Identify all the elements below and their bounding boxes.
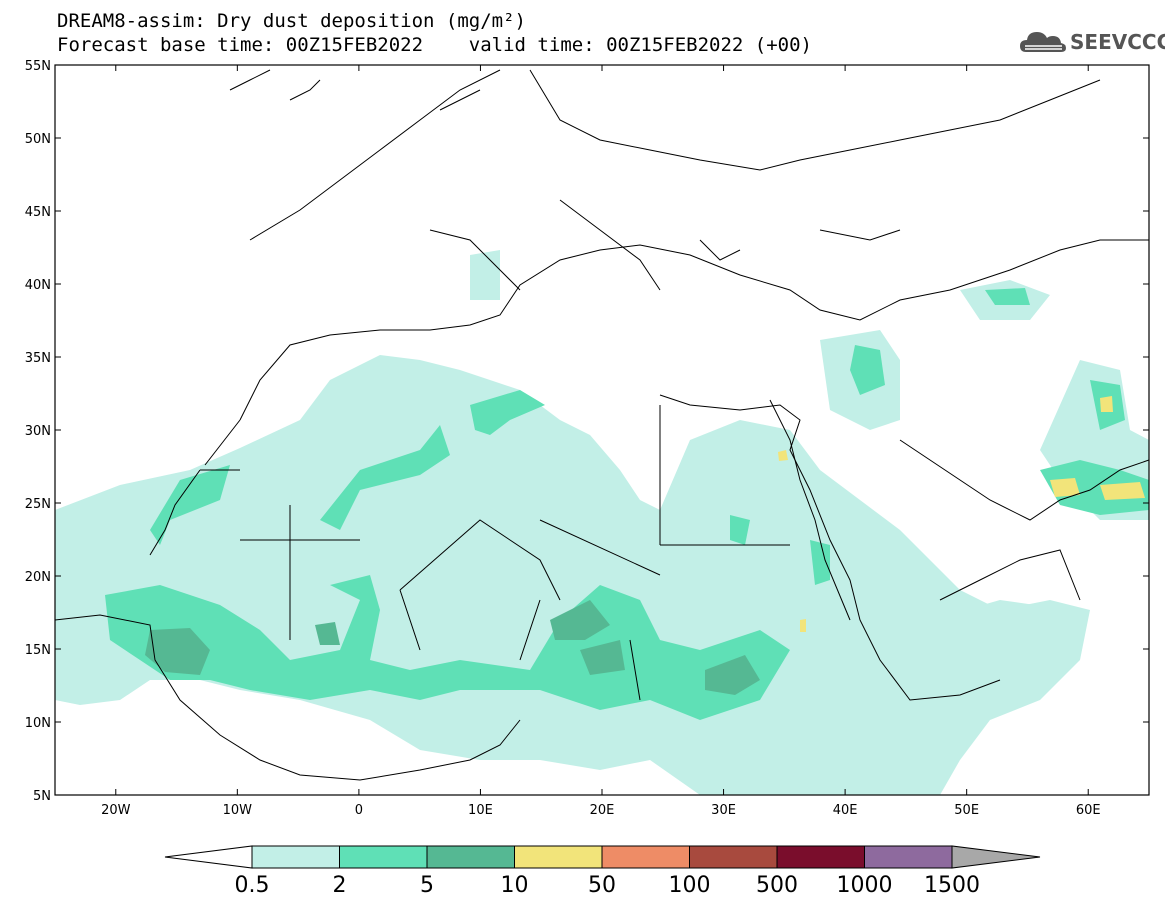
lat-tick-label: 20N (25, 570, 51, 585)
lat-tick-label: 40N (25, 278, 51, 293)
coastlines-and-borders (55, 69, 1149, 781)
deposition-level-0.5 (55, 250, 1149, 795)
lon-tick-label: 50E (954, 803, 979, 818)
lon-tick-label: 10E (468, 803, 493, 818)
colorbar-swatch (864, 845, 953, 869)
lon-tick-label: 60E (1076, 803, 1101, 818)
colorbar-label: 5 (420, 873, 434, 898)
lon-tick-label: 10W (223, 803, 253, 818)
map-title: DREAM8-assim: Dry dust deposition (mg/m²… (57, 10, 526, 32)
deposition-field (55, 250, 1149, 795)
colorbar: 0.5 2 5 10 50 100 500 1000 1500 (164, 845, 1041, 898)
lon-tick-label: 30E (711, 803, 736, 818)
colorbar-label: 50 (588, 873, 616, 898)
lon-tick-label: 20E (590, 803, 615, 818)
colorbar-swatch (601, 845, 690, 869)
deposition-level-5 (145, 600, 760, 695)
lat-tick-label: 45N (25, 205, 51, 220)
lon-tick-label: 0 (355, 803, 363, 818)
lon-tick-label: 40E (833, 803, 858, 818)
colorbar-label: 0.5 (235, 873, 270, 898)
lat-tick-label: 35N (25, 351, 51, 366)
lat-tick-label: 50N (25, 132, 51, 147)
lon-tick-label: 20W (101, 803, 131, 818)
colorbar-swatch (689, 845, 778, 869)
lat-tick-label: 5N (33, 789, 51, 804)
lat-tick-label: 15N (25, 643, 51, 658)
colorbar-label: 1000 (837, 873, 893, 898)
lat-tick-label: 10N (25, 716, 51, 731)
colorbar-swatch (776, 845, 865, 869)
longitude-ticks: 20W 10W 0 10E 20E 30E 40E 50E 60E (101, 65, 1101, 818)
colorbar-under-arrow (164, 845, 253, 869)
seevccc-logo: SEEVCCC (1018, 26, 1165, 58)
colorbar-label: 500 (756, 873, 798, 898)
latitude-ticks: 55N 50N 45N 40N 35N 30N 25N 20N 15N 10N 5N (25, 59, 1149, 804)
deposition-level-10 (778, 396, 1145, 632)
lat-tick-label: 30N (25, 424, 51, 439)
colorbar-swatch (339, 845, 428, 869)
colorbar-label: 1500 (924, 873, 980, 898)
colorbar-over-arrow (951, 845, 1041, 869)
cloud-icon (1020, 32, 1066, 52)
colorbar-label: 2 (333, 873, 347, 898)
lat-tick-label: 55N (25, 59, 51, 74)
deposition-level-2 (105, 288, 1149, 720)
colorbar-label: 100 (669, 873, 711, 898)
logo-text: SEEVCCC (1070, 30, 1165, 54)
forecast-time-line: Forecast base time: 00Z15FEB2022 valid t… (57, 34, 812, 56)
colorbar-swatch (251, 845, 340, 869)
colorbar-label: 10 (501, 873, 529, 898)
lat-tick-label: 25N (25, 497, 51, 512)
colorbar-swatch (514, 845, 603, 869)
colorbar-swatch (426, 845, 515, 869)
